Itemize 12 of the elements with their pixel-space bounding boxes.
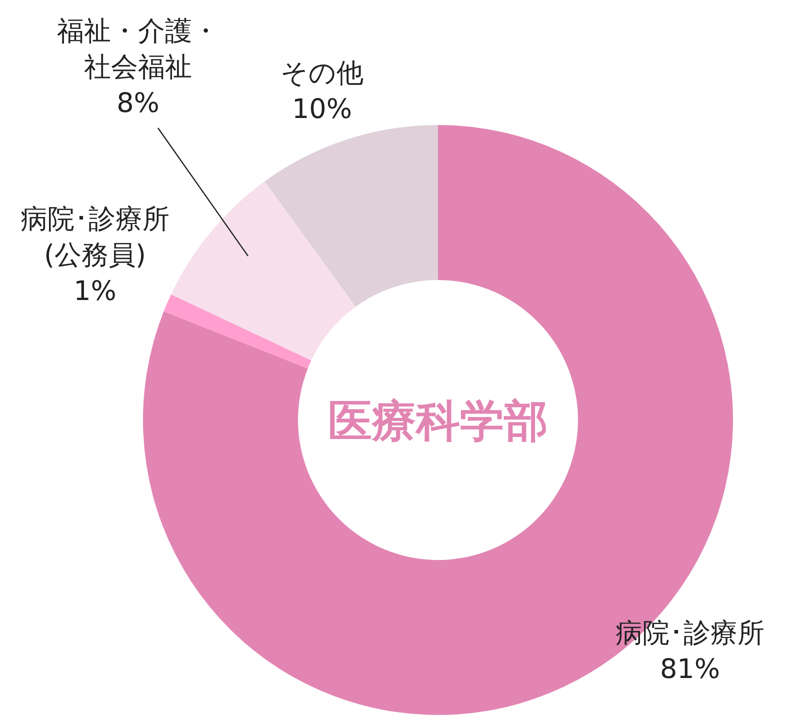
text: 医療科学部 [328, 396, 548, 447]
donut-slice [264, 125, 438, 307]
data-label: 10% [292, 94, 352, 125]
slice-label: その他 [280, 58, 364, 89]
slice-label: 病院･診療所 [616, 618, 764, 649]
data-label: 8% [116, 88, 160, 119]
data-label: 81% [660, 654, 720, 685]
donut-slice [164, 294, 312, 368]
slice-label: 病院･診療所(公務員) [20, 204, 170, 271]
donut-slice [171, 181, 356, 360]
slice-label: 福祉・介護・社会福祉 [57, 16, 219, 83]
data-label: 1% [74, 276, 116, 307]
